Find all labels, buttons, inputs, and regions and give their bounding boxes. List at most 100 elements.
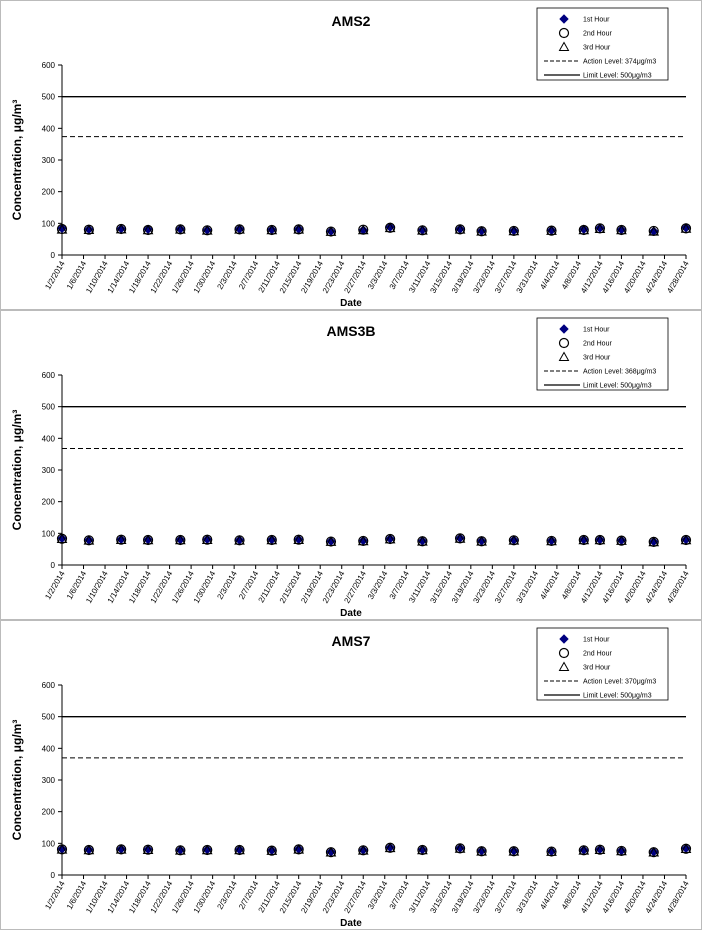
y-tick-label: 200 <box>42 498 56 507</box>
panel-border <box>0 0 702 310</box>
legend-label: 3rd Hour <box>583 45 611 52</box>
x-tick-label: 1/6/2014 <box>65 259 89 291</box>
legend-box <box>536 317 669 391</box>
marker-triangle <box>83 224 95 234</box>
marker-triangle <box>293 534 305 544</box>
chart-panel: AMS7 Date Concentration, μg/m³ 0 100 200 300 40… <box>0 620 702 930</box>
x-tick-label: 4/28/2014 <box>665 569 691 605</box>
x-tick-label: 4/4/2014 <box>538 569 562 601</box>
y-tick-label: 100 <box>42 219 56 228</box>
legend-label: 2nd Hour <box>583 341 612 348</box>
marker-triangle <box>266 845 278 855</box>
x-axis-label: Date <box>340 918 362 929</box>
marker-circle <box>558 27 570 39</box>
marker-triangle <box>142 534 154 545</box>
marker-triangle <box>266 224 278 235</box>
x-tick-label: 2/7/2014 <box>237 259 261 291</box>
x-tick-label: 2/7/2014 <box>237 569 261 601</box>
x-tick-label: 2/27/2014 <box>342 879 368 915</box>
legend-label: 2nd Hour <box>583 651 612 658</box>
marker-triangle <box>325 226 337 236</box>
marker-triangle <box>578 534 590 545</box>
x-tick-label: 3/3/2014 <box>366 259 390 291</box>
marker-triangle <box>546 846 557 856</box>
marker-triangle <box>234 224 245 234</box>
y-tick-label: 600 <box>42 371 56 380</box>
chart-panel: AMS3B Date Concentration, μg/m³ 0 100 200 300 4… <box>0 310 702 620</box>
marker-triangle <box>174 534 186 545</box>
marker-triangle <box>384 533 396 544</box>
marker-triangle <box>115 534 127 544</box>
y-tick-label: 0 <box>51 561 56 570</box>
chart-panel: AMS2 Date Concentration, μg/m³ 0 100 200 300 40… <box>0 0 702 310</box>
y-axis-label: Concentration, μg/m³ <box>10 410 24 531</box>
legend-label: 1st Hour <box>583 637 610 644</box>
y-tick-label: 300 <box>42 156 56 165</box>
marker-triangle <box>558 661 570 671</box>
legend-box <box>536 7 669 81</box>
marker-triangle <box>83 844 95 855</box>
marker-triangle <box>648 536 660 547</box>
marker-triangle <box>454 533 466 543</box>
legend-label: Limit Level: 500μg/m3 <box>583 73 652 80</box>
marker-diamond <box>57 223 67 234</box>
marker-triangle <box>476 846 487 856</box>
y-tick-label: 0 <box>51 871 56 880</box>
marker-triangle <box>83 535 95 545</box>
marker-triangle <box>417 844 428 855</box>
marker-triangle <box>142 844 154 854</box>
marker-triangle <box>201 844 213 855</box>
legend-label: Action Level: 374μg/m3 <box>583 59 656 66</box>
x-tick-label: 2/27/2014 <box>342 259 368 295</box>
x-tick-label: 3/3/2014 <box>366 879 390 911</box>
x-tick-label: 4/8/2014 <box>560 879 584 911</box>
marker-triangle <box>594 844 606 854</box>
legend-label: 2nd Hour <box>583 31 612 38</box>
legend-label: 1st Hour <box>583 327 610 334</box>
legend-label: 3rd Hour <box>583 665 611 672</box>
marker-triangle <box>454 843 466 853</box>
y-tick-label: 100 <box>42 529 56 538</box>
y-tick-label: 400 <box>42 744 56 753</box>
marker-circle <box>558 337 570 349</box>
marker-triangle <box>546 225 557 235</box>
marker-diamond <box>559 324 569 334</box>
marker-triangle <box>648 846 660 857</box>
marker-triangle <box>325 846 337 857</box>
marker-triangle <box>384 842 396 853</box>
marker-triangle <box>558 351 570 361</box>
marker-triangle <box>648 226 660 236</box>
y-tick-label: 500 <box>42 403 56 412</box>
y-tick-label: 0 <box>51 251 56 260</box>
y-tick-label: 400 <box>42 124 56 133</box>
marker-triangle <box>293 844 305 854</box>
y-tick-label: 600 <box>42 681 56 690</box>
chart-title: AMS7 <box>332 633 371 649</box>
chart-title: AMS2 <box>332 13 371 29</box>
chart-title: AMS3B <box>326 323 375 339</box>
x-tick-label: 3/31/2014 <box>515 259 541 295</box>
marker-triangle <box>417 225 428 235</box>
x-tick-label: 1/2/2014 <box>43 569 67 601</box>
x-tick-label: 3/31/2014 <box>515 879 541 915</box>
x-tick-label: 1/30/2014 <box>192 259 218 295</box>
y-tick-label: 300 <box>42 776 56 785</box>
marker-triangle <box>384 222 396 233</box>
marker-triangle <box>680 223 692 233</box>
x-tick-label: 4/28/2014 <box>665 879 691 915</box>
marker-triangle <box>234 844 245 855</box>
x-tick-label: 3/7/2014 <box>388 879 412 911</box>
marker-triangle <box>680 843 692 854</box>
marker-triangle <box>578 845 590 855</box>
legend-box <box>536 627 669 701</box>
y-tick-label: 300 <box>42 466 56 475</box>
x-tick-label: 1/6/2014 <box>65 879 89 911</box>
x-axis-label: Date <box>340 608 362 619</box>
marker-triangle <box>476 226 487 236</box>
y-axis-label: Concentration, μg/m³ <box>10 720 24 841</box>
marker-triangle <box>454 224 466 234</box>
x-tick-label: 2/3/2014 <box>216 569 240 601</box>
x-tick-label: 3/7/2014 <box>388 259 412 291</box>
x-tick-label: 3/3/2014 <box>366 569 390 601</box>
x-tick-label: 4/4/2014 <box>538 259 562 291</box>
